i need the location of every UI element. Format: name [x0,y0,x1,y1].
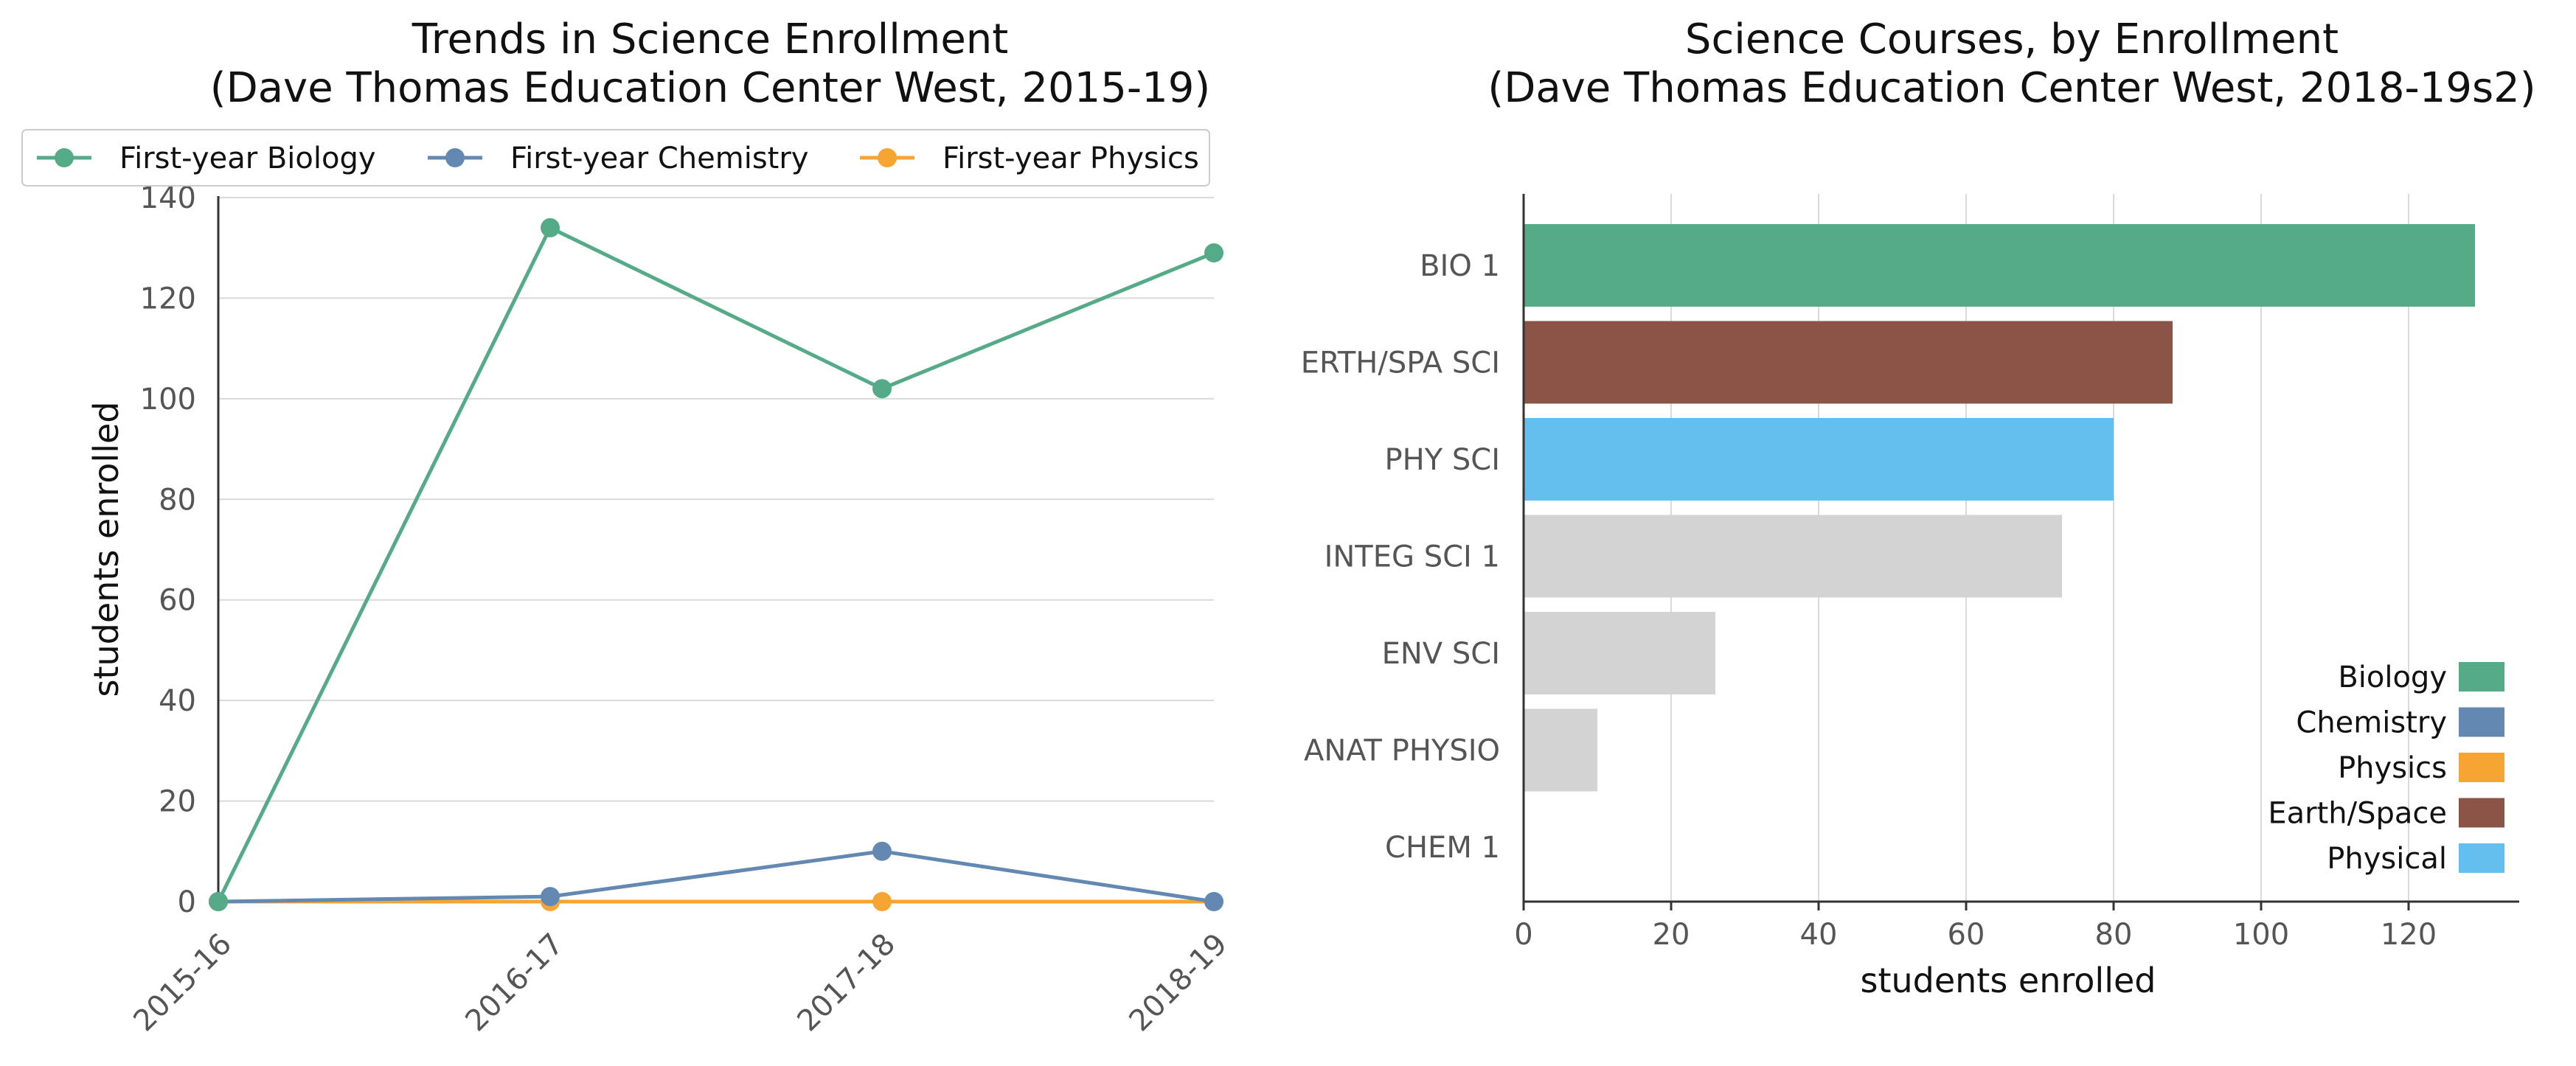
legend-label: First-year Physics [942,142,1199,175]
data-point [541,217,560,237]
line-chart-series [209,217,1223,911]
y-tick-label: 140 [140,181,196,215]
legend-swatch [2459,662,2504,691]
x-tick-label: 80 [2095,918,2133,952]
legend-entry-biology: Biology [2338,661,2504,694]
bar-bio-1 [1524,224,2475,307]
legend-label: First-year Chemistry [510,142,808,175]
y-tick-label: 100 [140,383,196,417]
line-chart-y-axis-label: students enrolled [86,402,126,697]
y-tick-label: 120 [140,282,196,316]
line-chart-gridlines [218,197,1214,902]
line-chart-y-ticks: 0 20 40 60 80 100 120 140 [140,181,196,919]
series-first-year-physics [209,892,1223,911]
category-label: ERTH/SPA SCI [1301,346,1500,380]
y-tick-label: 0 [178,885,196,919]
legend-entry-first-year-chemistry: First-year Chemistry [428,142,808,175]
data-point [872,892,892,911]
legend-frame [21,129,1210,187]
bar-anat-physio [1524,708,1597,792]
legend-marker [55,148,74,167]
line-chart-legend: First-year Biology First-year Chemistry Fi… [21,129,1210,187]
bar-chart: Science Courses, by Enrollment (Dave Tho… [1301,15,2536,1000]
category-label: INTEG SCI 1 [1325,540,1500,574]
category-label: ENV SCI [1382,637,1500,671]
legend-swatch [2459,798,2504,828]
legend-label: Earth/Space [2268,797,2447,831]
category-label: ANAT PHYSIO [1304,734,1500,768]
legend-entry-physical: Physical [2327,842,2504,876]
bar-env-sci [1524,612,1715,694]
bar-chart-axes [1522,194,2519,903]
legend-entry-earth-space: Earth/Space [2268,797,2504,831]
x-tick-label: 2016-17 [459,927,570,1039]
series-line [216,225,1215,903]
bar-chart-x-axis-label: students enrolled [1861,961,2156,1000]
bar-chart-subtitle: (Dave Thomas Education Center West, 2018… [1487,64,2535,112]
legend-label: First-year Biology [119,142,376,175]
category-label: BIO 1 [1420,249,1500,283]
legend-swatch [2459,753,2504,782]
y-tick-label: 20 [159,785,196,819]
legend-entry-first-year-physics: First-year Physics [860,142,1199,175]
x-tick-label: 2015-16 [127,927,238,1039]
y-tick-label: 40 [159,684,196,718]
legend-label: Physical [2327,842,2447,876]
line-chart: Trends in Science Enrollment (Dave Thoma… [21,15,1234,1038]
x-tick-label: 0 [1514,918,1532,952]
legend-label: Chemistry [2296,706,2447,740]
data-point [872,379,892,399]
bar-chart-legend: Biology Chemistry Physics Earth/Space Physic… [2268,661,2504,876]
x-tick-label: 100 [2233,918,2289,952]
legend-swatch [2459,707,2504,737]
series-line [218,849,1215,904]
bar-chart-title: Science Courses, by Enrollment [1685,15,2339,63]
x-tick-label: 60 [1948,918,1985,952]
x-tick-label: 120 [2381,918,2437,952]
line-chart-title: Trends in Science Enrollment [412,15,1008,63]
bar-chart-x-ticks: 0 20 40 60 80 100 120 [1514,902,2437,952]
data-point [1204,892,1223,911]
series-first-year-biology [209,217,1223,911]
bar-integ-sci-1 [1524,515,2062,598]
legend-marker [878,148,897,167]
legend-entry-physics: Physics [2338,751,2504,785]
legend-marker [445,148,465,167]
category-label: PHY SCI [1385,443,1500,477]
data-point [872,841,892,861]
bar-phy-sci [1524,418,2114,501]
bar-erth-spa-sci [1524,321,2173,404]
y-tick-label: 60 [159,584,196,618]
line-chart-subtitle: (Dave Thomas Education Center West, 2015… [210,64,1210,112]
x-tick-label: 2017-18 [791,927,902,1039]
legend-swatch [2459,843,2504,873]
data-point [541,887,560,907]
category-label: CHEM 1 [1385,831,1500,865]
data-point [209,892,228,911]
bar-chart-category-labels: BIO 1 ERTH/SPA SCI PHY SCI INTEG SCI 1 ENV S… [1301,249,1500,865]
data-point [1204,243,1223,263]
x-tick-label: 40 [1800,918,1838,952]
legend-entry-chemistry: Chemistry [2296,706,2504,740]
line-chart-axes [217,196,1214,903]
x-tick-label: 2018-19 [1122,927,1234,1039]
x-tick-label: 20 [1653,918,1690,952]
bar-chart-bars [1524,224,2475,792]
legend-entry-first-year-biology: First-year Biology [37,142,376,175]
legend-label: Biology [2338,661,2447,694]
y-tick-label: 80 [159,483,196,517]
legend-label: Physics [2338,751,2447,785]
line-chart-x-ticks: 2015-16 2016-17 2017-18 2018-19 [127,902,1234,1038]
